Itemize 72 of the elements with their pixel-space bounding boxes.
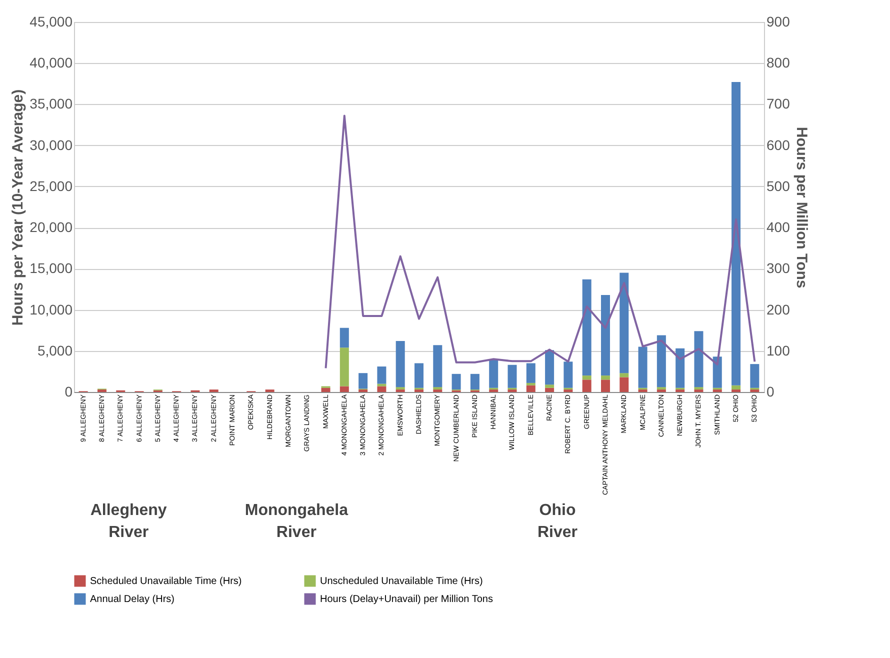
bar bbox=[358, 373, 368, 389]
bar bbox=[340, 328, 349, 348]
bar bbox=[489, 359, 498, 388]
text: Monongahela River bbox=[244, 502, 348, 541]
bar bbox=[712, 356, 722, 388]
bar bbox=[545, 350, 554, 385]
legend-label: Annual Delay (Hrs) bbox=[90, 594, 174, 605]
bar bbox=[600, 294, 610, 376]
y2-tick-label: 0 bbox=[766, 384, 774, 400]
y-tick-label: 10,000 bbox=[30, 301, 73, 318]
bar bbox=[600, 376, 610, 380]
bar bbox=[638, 346, 648, 388]
bar bbox=[396, 387, 405, 390]
bar bbox=[433, 387, 442, 390]
text: Ohio River bbox=[538, 502, 578, 541]
y-tick-label: 0 bbox=[64, 384, 73, 400]
bar bbox=[620, 272, 629, 374]
bar bbox=[433, 345, 442, 388]
bar bbox=[377, 366, 386, 384]
text: Allegheny River bbox=[90, 502, 167, 541]
bar bbox=[582, 380, 592, 392]
y2-tick-label: 600 bbox=[766, 136, 790, 153]
bar bbox=[340, 386, 349, 392]
y2-tick-label: 700 bbox=[766, 96, 790, 112]
y-tick-label: 15,000 bbox=[30, 260, 73, 276]
y-tick-label: 30,000 bbox=[30, 136, 73, 153]
bar bbox=[656, 387, 666, 390]
legend-label: Unscheduled Unavailable Time (Hrs) bbox=[320, 576, 483, 587]
y2-tick-label: 500 bbox=[766, 178, 790, 194]
bar bbox=[452, 374, 461, 390]
y2-tick-label: 400 bbox=[766, 219, 790, 236]
y-axis-title: Hours per Year (10-Year Average) bbox=[10, 89, 27, 326]
bar bbox=[620, 373, 629, 378]
bar bbox=[526, 363, 536, 383]
bar bbox=[377, 386, 386, 392]
bar bbox=[732, 385, 741, 390]
y2-tick-label: 900 bbox=[766, 14, 790, 30]
y2-tick-label: 100 bbox=[766, 342, 790, 358]
y-tick-label: 5,000 bbox=[37, 342, 73, 358]
bar bbox=[656, 335, 666, 388]
bar bbox=[732, 82, 741, 386]
y2-tick-label: 200 bbox=[766, 301, 790, 318]
bar bbox=[545, 384, 554, 388]
bar bbox=[526, 385, 536, 392]
bar bbox=[526, 382, 536, 386]
bar bbox=[545, 388, 554, 392]
bar bbox=[340, 348, 349, 386]
bar bbox=[582, 376, 592, 380]
y2-tick-label: 800 bbox=[766, 54, 790, 71]
line-series bbox=[324, 114, 756, 370]
bar bbox=[582, 279, 592, 376]
y-tick-label: 45,000 bbox=[30, 14, 73, 30]
bar bbox=[321, 388, 330, 392]
y2-tick-label: 300 bbox=[766, 260, 790, 276]
bar bbox=[676, 348, 685, 388]
bar bbox=[414, 363, 424, 388]
bar bbox=[600, 380, 610, 392]
bar bbox=[396, 341, 405, 388]
bar bbox=[620, 377, 629, 392]
y-tick-label: 35,000 bbox=[30, 96, 73, 112]
bar bbox=[564, 362, 573, 388]
bar bbox=[694, 331, 704, 388]
legend-label: Hours (Delay+Unavail) per Million Tons bbox=[320, 594, 493, 605]
y-tick-label: 25,000 bbox=[30, 178, 73, 194]
y2-axis-title: Hours per Million Tons bbox=[792, 126, 810, 288]
legend-label: Scheduled Unavailable Time (Hrs) bbox=[90, 576, 242, 587]
y-tick-label: 40,000 bbox=[30, 54, 73, 71]
bar bbox=[508, 364, 517, 388]
y-tick-label: 20,000 bbox=[30, 219, 73, 236]
bar bbox=[470, 374, 480, 390]
bar bbox=[694, 387, 704, 390]
bar bbox=[750, 364, 760, 388]
